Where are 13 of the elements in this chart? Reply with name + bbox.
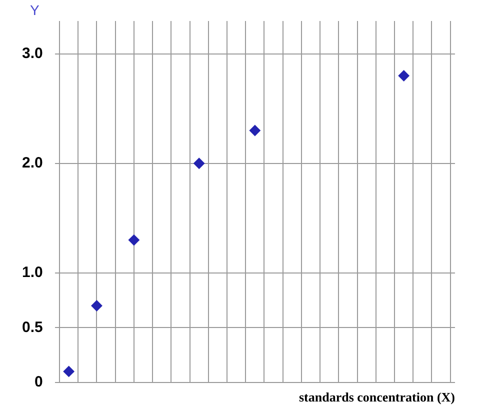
y-tick-label: 2.0 (22, 154, 43, 172)
point (249, 125, 260, 136)
point (128, 234, 140, 246)
y-axis-title: Y (30, 2, 40, 18)
y-tick-label: 0 (34, 374, 43, 391)
x-axis-title: standards concentration (X) (299, 390, 455, 405)
point (63, 366, 74, 377)
point (91, 300, 102, 312)
point (398, 70, 410, 82)
y-tick-label: 0.5 (22, 318, 43, 336)
y-tick-label: 1.0 (22, 264, 43, 282)
y-tick-label: 3.0 (22, 44, 43, 62)
point (194, 158, 205, 169)
